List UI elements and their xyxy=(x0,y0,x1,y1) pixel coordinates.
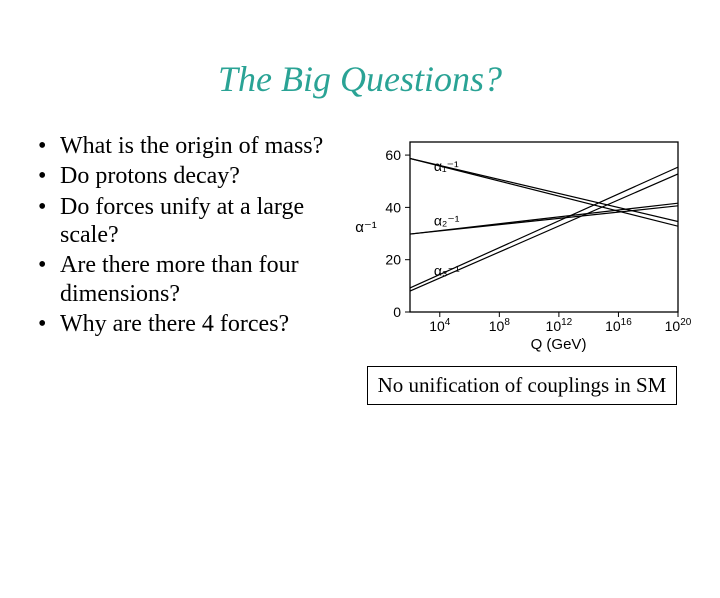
right-column: 0204060104108101210161020Q (GeV)α⁻¹α₁⁻¹α… xyxy=(344,132,692,405)
svg-text:α₂⁻¹: α₂⁻¹ xyxy=(434,213,460,229)
svg-text:α₁⁻¹: α₁⁻¹ xyxy=(434,158,459,174)
bullet-item: Why are there 4 forces? xyxy=(38,310,344,338)
bullet-item: Are there more than four dimensions? xyxy=(38,251,344,308)
bullet-item: What is the origin of mass? xyxy=(38,132,344,160)
content-row: What is the origin of mass?Do protons de… xyxy=(0,132,720,405)
svg-text:40: 40 xyxy=(385,199,401,215)
chart-svg: 0204060104108101210161020Q (GeV)α⁻¹α₁⁻¹α… xyxy=(352,132,692,352)
bullet-list: What is the origin of mass?Do protons de… xyxy=(38,132,344,405)
coupling-chart: 0204060104108101210161020Q (GeV)α⁻¹α₁⁻¹α… xyxy=(352,132,692,352)
chart-caption: No unification of couplings in SM xyxy=(367,366,678,405)
svg-text:0: 0 xyxy=(393,304,401,320)
bullet-item: Do protons decay? xyxy=(38,162,344,190)
bullet-item: Do forces unify at a large scale? xyxy=(38,193,344,250)
svg-text:α₃⁻¹: α₃⁻¹ xyxy=(434,262,460,278)
slide-title: The Big Questions? xyxy=(0,58,720,100)
svg-text:Q (GeV): Q (GeV) xyxy=(531,336,587,352)
svg-text:20: 20 xyxy=(385,252,401,268)
svg-text:60: 60 xyxy=(385,147,401,163)
svg-text:α⁻¹: α⁻¹ xyxy=(355,219,377,236)
